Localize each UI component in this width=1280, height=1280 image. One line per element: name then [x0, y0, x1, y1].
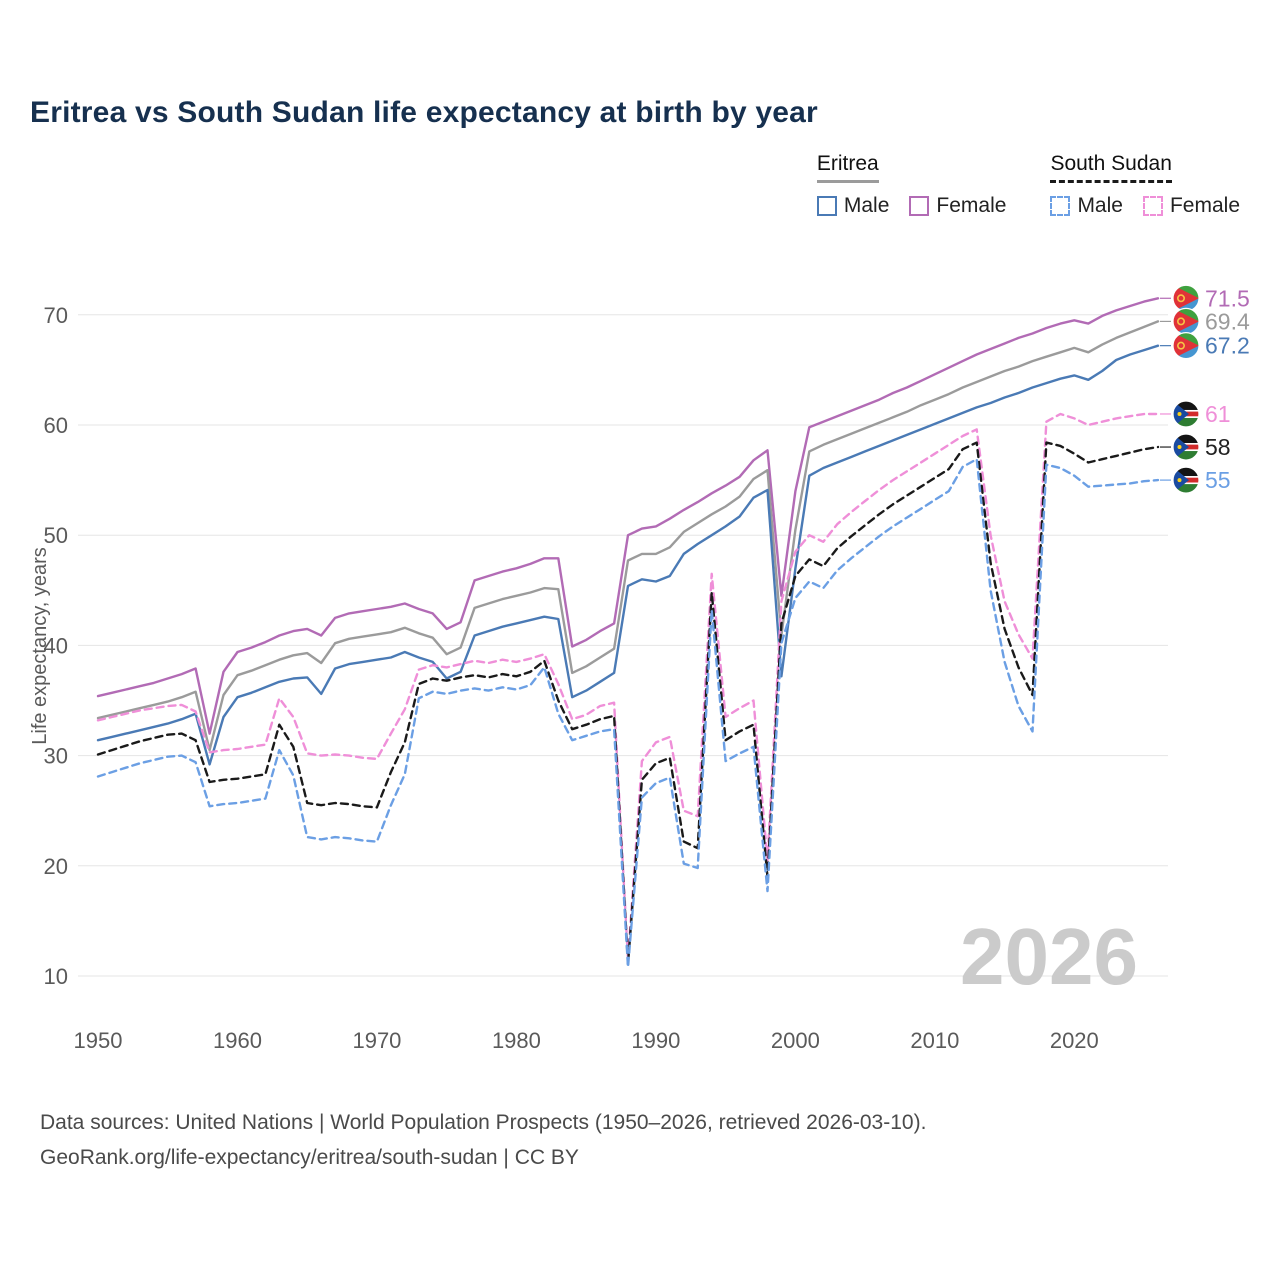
- south-sudan-flag-icon: [1173, 400, 1199, 427]
- legend-item-eritrea-female: Female: [909, 194, 1006, 218]
- legend-item-eritrea-male: Male: [816, 194, 890, 218]
- x-tick-label: 1960: [213, 1028, 262, 1053]
- series-line-eritrea-female: [96, 297, 1160, 735]
- south-sudan-female-swatch-icon: [1142, 196, 1163, 216]
- x-tick-label: 1990: [631, 1028, 680, 1053]
- legend-item-south-sudan-male: Male: [1050, 194, 1123, 218]
- y-axis-title: Life expectancy, years: [29, 547, 51, 745]
- page-title: Eritrea vs South Sudan life expectancy a…: [30, 96, 818, 129]
- line-chart: 10 20 30 40 50 60 70 1950 1960 1970 1980 1990 2000 20…: [29, 284, 1250, 1053]
- eritrea-flag-icon: [1173, 308, 1199, 335]
- x-tick-label: 2020: [1050, 1028, 1099, 1053]
- south-sudan-flag-icon: [1173, 467, 1199, 494]
- south-sudan-flag-icon: [1173, 434, 1199, 461]
- eritrea-male-swatch-icon: [816, 196, 837, 216]
- eritrea-flag-icon: [1173, 332, 1199, 359]
- attribution-note: GeoRank.org/life-expectancy/eritrea/sout…: [40, 1146, 579, 1169]
- legend-group-south-sudan: South Sudan Male Female: [1050, 152, 1240, 218]
- end-label-value: 58: [1205, 434, 1231, 460]
- data-source-note: Data sources: United Nations | World Pop…: [40, 1111, 927, 1134]
- x-tick-label: 2000: [771, 1028, 820, 1053]
- eritrea-flag-icon: [1173, 285, 1199, 312]
- legend-group-title-south-sudan: South Sudan: [1050, 152, 1172, 183]
- flag-icon-ring: [1172, 433, 1200, 461]
- y-tick-label: 70: [44, 303, 68, 328]
- legend-item-label: Male: [1077, 194, 1123, 217]
- x-tick-label: 1950: [74, 1028, 123, 1053]
- end-label-value: 61: [1205, 401, 1231, 427]
- y-tick-label: 30: [44, 744, 68, 769]
- flag-icon-ring: [1172, 332, 1200, 360]
- y-tick-label: 20: [44, 854, 68, 879]
- end-label-value: 67.2: [1205, 333, 1250, 359]
- y-tick-label: 60: [44, 413, 68, 438]
- y-tick-label: 40: [44, 633, 68, 658]
- watermark-year: 2026: [960, 912, 1138, 1001]
- series-line-south-sudan-female: [96, 412, 1160, 961]
- eritrea-female-swatch-icon: [909, 196, 930, 216]
- end-label-value: 71.5: [1205, 285, 1250, 311]
- legend-item-south-sudan-female: Female: [1142, 194, 1240, 218]
- end-label-value: 55: [1205, 467, 1231, 493]
- series-line-south-sudan-male: [96, 457, 1160, 969]
- legend-group-title-eritrea: Eritrea: [816, 152, 879, 183]
- x-tick-label: 2010: [910, 1028, 959, 1053]
- y-tick-label: 50: [44, 523, 68, 548]
- flag-icon-ring: [1172, 400, 1200, 428]
- end-label-value: 69.4: [1205, 308, 1250, 334]
- legend: Eritrea Male Female South Sudan Male: [816, 152, 1240, 218]
- legend-item-label: Female: [936, 194, 1007, 217]
- legend-item-label: Male: [843, 194, 890, 217]
- series-line-south-sudan-total: [96, 441, 1160, 966]
- legend-group-eritrea: Eritrea Male Female: [816, 152, 1006, 218]
- legend-item-label: Female: [1169, 194, 1240, 217]
- y-tick-label: 10: [44, 964, 68, 989]
- series-line-eritrea-total: [96, 320, 1160, 752]
- flag-icon-ring: [1172, 466, 1200, 494]
- series-line-eritrea-male: [96, 344, 1160, 766]
- south-sudan-male-swatch-icon: [1050, 196, 1071, 216]
- x-tick-label: 1980: [492, 1028, 541, 1053]
- x-tick-label: 1970: [352, 1028, 401, 1053]
